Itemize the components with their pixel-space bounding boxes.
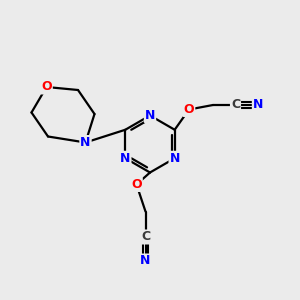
Text: N: N [253,98,263,112]
Text: N: N [169,152,180,165]
Text: C: C [141,230,150,244]
Text: O: O [41,80,52,94]
Text: N: N [140,254,151,268]
Text: N: N [145,109,155,122]
Text: O: O [131,178,142,191]
Text: N: N [80,136,91,149]
Text: C: C [231,98,240,112]
Text: O: O [184,103,194,116]
Text: N: N [120,152,130,165]
